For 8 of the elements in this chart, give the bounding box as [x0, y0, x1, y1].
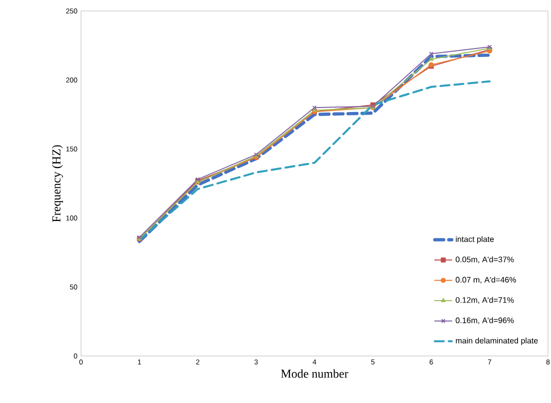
- legend-label: main delaminated plate: [456, 338, 538, 346]
- x-axis-title: Mode number: [281, 369, 348, 378]
- legend-label: 0.07 m, A'd=46%: [456, 276, 516, 284]
- legend-label: 0.12m, A'd=71%: [456, 296, 514, 304]
- y-axis-title: Frequency (HZ): [52, 145, 63, 222]
- legend-label: intact plate: [456, 236, 494, 244]
- legend-label: 0.16m, A'd=96%: [456, 317, 514, 324]
- legend-label: 0.05m, A'd=37%: [456, 256, 514, 264]
